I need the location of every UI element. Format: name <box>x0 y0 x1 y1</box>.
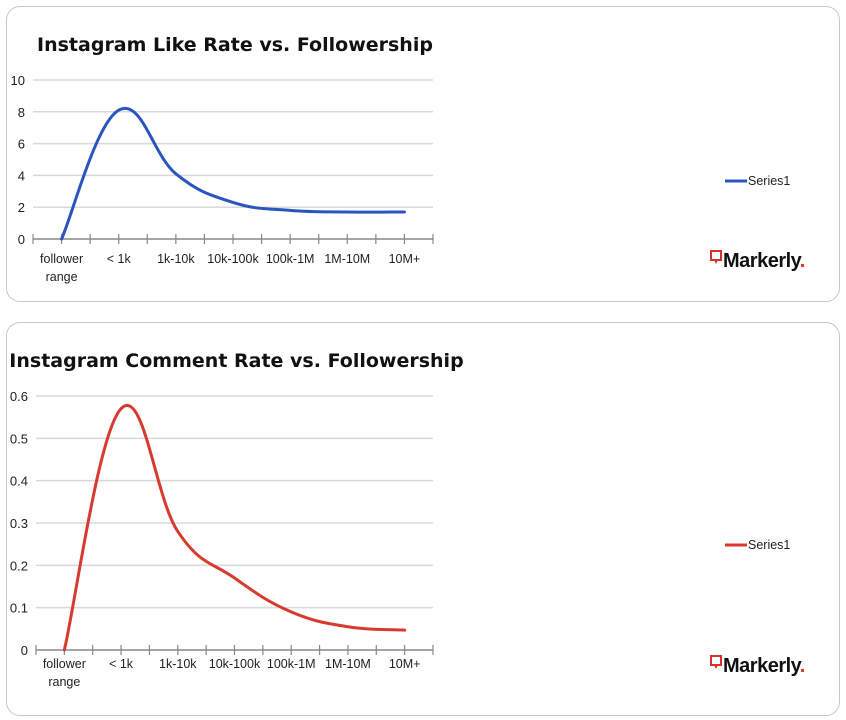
x-category-label: 1M-10M <box>325 657 371 671</box>
x-category-label: 1k-10k <box>157 252 195 266</box>
x-category-label: follower range <box>43 657 86 689</box>
x-category-label: follower range <box>40 252 83 284</box>
series-line <box>60 106 406 241</box>
x-category-label: < 1k <box>109 657 134 671</box>
x-category-label: 1k-10k <box>159 657 197 671</box>
x-category-label: < 1k <box>107 252 132 266</box>
x-category-label-line: follower <box>43 657 86 671</box>
y-tick-label: 0.1 <box>10 601 28 616</box>
legend-label: Series1 <box>748 174 790 188</box>
x-category-label: 100k-1M <box>267 657 316 671</box>
markerly-logo-icon-tail <box>714 260 718 264</box>
like-rate-chart-card: Instagram Like Rate vs. Followership 0 2 4 6… <box>6 6 840 302</box>
y-tick-label: 0 <box>21 643 28 658</box>
markerly-logo-icon-tail <box>714 665 718 669</box>
chart-title: Instagram Comment Rate vs. Followership <box>9 350 463 372</box>
y-tick-label: 2 <box>18 200 25 215</box>
chart-svg: Instagram Like Rate vs. Followership 0 2 4 6… <box>11 34 806 284</box>
y-tick-label: 0.3 <box>10 516 28 531</box>
x-category-label: 10k-100k <box>209 657 261 671</box>
x-category-label: 10k-100k <box>207 252 259 266</box>
x-category-label: 10M+ <box>389 252 421 266</box>
series-line <box>62 404 407 652</box>
comment-rate-chart-card: Instagram Comment Rate vs. Followership 0… <box>6 322 840 716</box>
y-tick-label: 6 <box>18 137 25 152</box>
y-tick-label: 4 <box>18 168 25 183</box>
x-category-label-line: range <box>48 675 80 689</box>
y-tick-label: 10 <box>11 73 25 88</box>
y-tick-label: 0 <box>18 232 25 247</box>
x-category-label-line: range <box>46 270 78 284</box>
markerly-logo-word: Markerly <box>723 250 803 272</box>
markerly-logo: Markerly. <box>723 655 805 677</box>
markerly-logo-icon <box>710 655 722 666</box>
markerly-logo-dot: . <box>800 655 805 677</box>
chart-title: Instagram Like Rate vs. Followership <box>37 34 433 56</box>
y-tick-label: 0.2 <box>10 558 28 573</box>
markerly-logo-dot: . <box>800 250 805 272</box>
x-category-label: 100k-1M <box>266 252 315 266</box>
x-category-label: 1M-10M <box>324 252 370 266</box>
x-category-label-line: follower <box>40 252 83 266</box>
y-tick-label: 8 <box>18 105 25 120</box>
y-tick-label: 0.4 <box>10 474 28 489</box>
markerly-logo-word: Markerly <box>723 655 803 677</box>
markerly-logo: Markerly. <box>723 250 805 272</box>
markerly-logo-icon <box>710 250 722 261</box>
y-tick-label: 0.5 <box>10 431 28 446</box>
y-tick-label: 0.6 <box>10 389 28 404</box>
x-category-label: 10M+ <box>389 657 421 671</box>
chart-svg: Instagram Comment Rate vs. Followership 0… <box>9 350 805 689</box>
legend-label: Series1 <box>748 538 790 552</box>
